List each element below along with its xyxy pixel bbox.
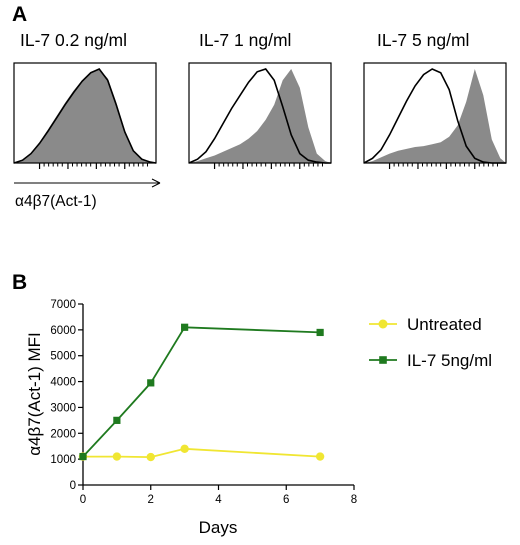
series-1-point-3 — [181, 323, 189, 331]
line-chart-y-tick-label-4: 4000 — [50, 377, 76, 389]
series-1-line — [82, 326, 321, 458]
line-chart-y-tick-label-5: 5000 — [50, 351, 76, 363]
series-1-point-2 — [147, 379, 155, 387]
histogram-x-axis-label: α4β7(Act-1) — [15, 193, 97, 210]
series-1-point-1 — [113, 416, 121, 424]
histogram-1-line-series — [188, 68, 331, 164]
histogram-2-filled-series — [364, 69, 506, 163]
histogram-2-frame — [363, 62, 507, 164]
line-chart-y-tick-label-7: 7000 — [50, 299, 76, 311]
histogram-0-line-series — [13, 68, 157, 164]
series-0-point-3 — [180, 444, 189, 453]
line-chart-x-axis-title: Days — [199, 518, 238, 537]
line-chart-y-tick-label-0: 0 — [70, 480, 76, 492]
line-chart-x-tick-label-3: 6 — [283, 494, 289, 506]
line-chart-y-tick-label-2: 2000 — [50, 428, 76, 440]
histogram-title-1: IL-7 1 ng/ml — [199, 30, 292, 50]
line-chart-y-axis-title: α4β7(Act-1) MFI — [25, 332, 44, 456]
line-chart-x-tick-label-2: 4 — [215, 494, 222, 506]
histogram-2-line-series — [363, 68, 506, 164]
line-chart-axes: 0 1000 2000 3000 4000 5000 6000 7000 0 2 4 6 8 — [50, 299, 357, 506]
histogram-title-2: IL-7 5 ng/ml — [377, 30, 470, 50]
series-0-point-1 — [112, 452, 122, 461]
histogram-0-filled-series — [14, 69, 156, 163]
histogram-1-frame — [188, 62, 332, 164]
line-chart-x-tick-label-0: 0 — [80, 494, 86, 506]
panel-a-letter: A — [12, 3, 28, 26]
line-chart-series — [78, 323, 325, 462]
series-0-point-4 — [315, 452, 325, 461]
series-1-point-4 — [316, 328, 324, 337]
line-chart-legend: Untreated IL-7 5ng/ml — [369, 315, 492, 370]
histogram-1-filled-series — [189, 69, 331, 163]
legend-0-label: Untreated — [407, 315, 482, 334]
legend-1-marker — [379, 356, 387, 364]
histogram-axis-arrow-head — [151, 178, 161, 188]
series-1-point-0 — [79, 452, 87, 461]
panel-b-letter: B — [12, 271, 28, 294]
line-chart-y-tick-label-6: 6000 — [50, 325, 76, 337]
line-chart-x-tick-label-4: 8 — [351, 494, 357, 506]
legend-1-label: IL-7 5ng/ml — [407, 351, 492, 370]
line-chart-x-tick-label-1: 2 — [148, 494, 154, 506]
series-0-point-2 — [146, 452, 155, 462]
histogram-0-frame — [13, 62, 157, 164]
legend-0-marker — [378, 319, 388, 329]
histogram-title-0: IL-7 0.2 ng/ml — [20, 30, 127, 50]
line-chart-y-tick-label-3: 3000 — [50, 402, 76, 414]
line-chart-y-tick-label-1: 1000 — [50, 454, 76, 466]
histogram-group — [13, 62, 507, 169]
